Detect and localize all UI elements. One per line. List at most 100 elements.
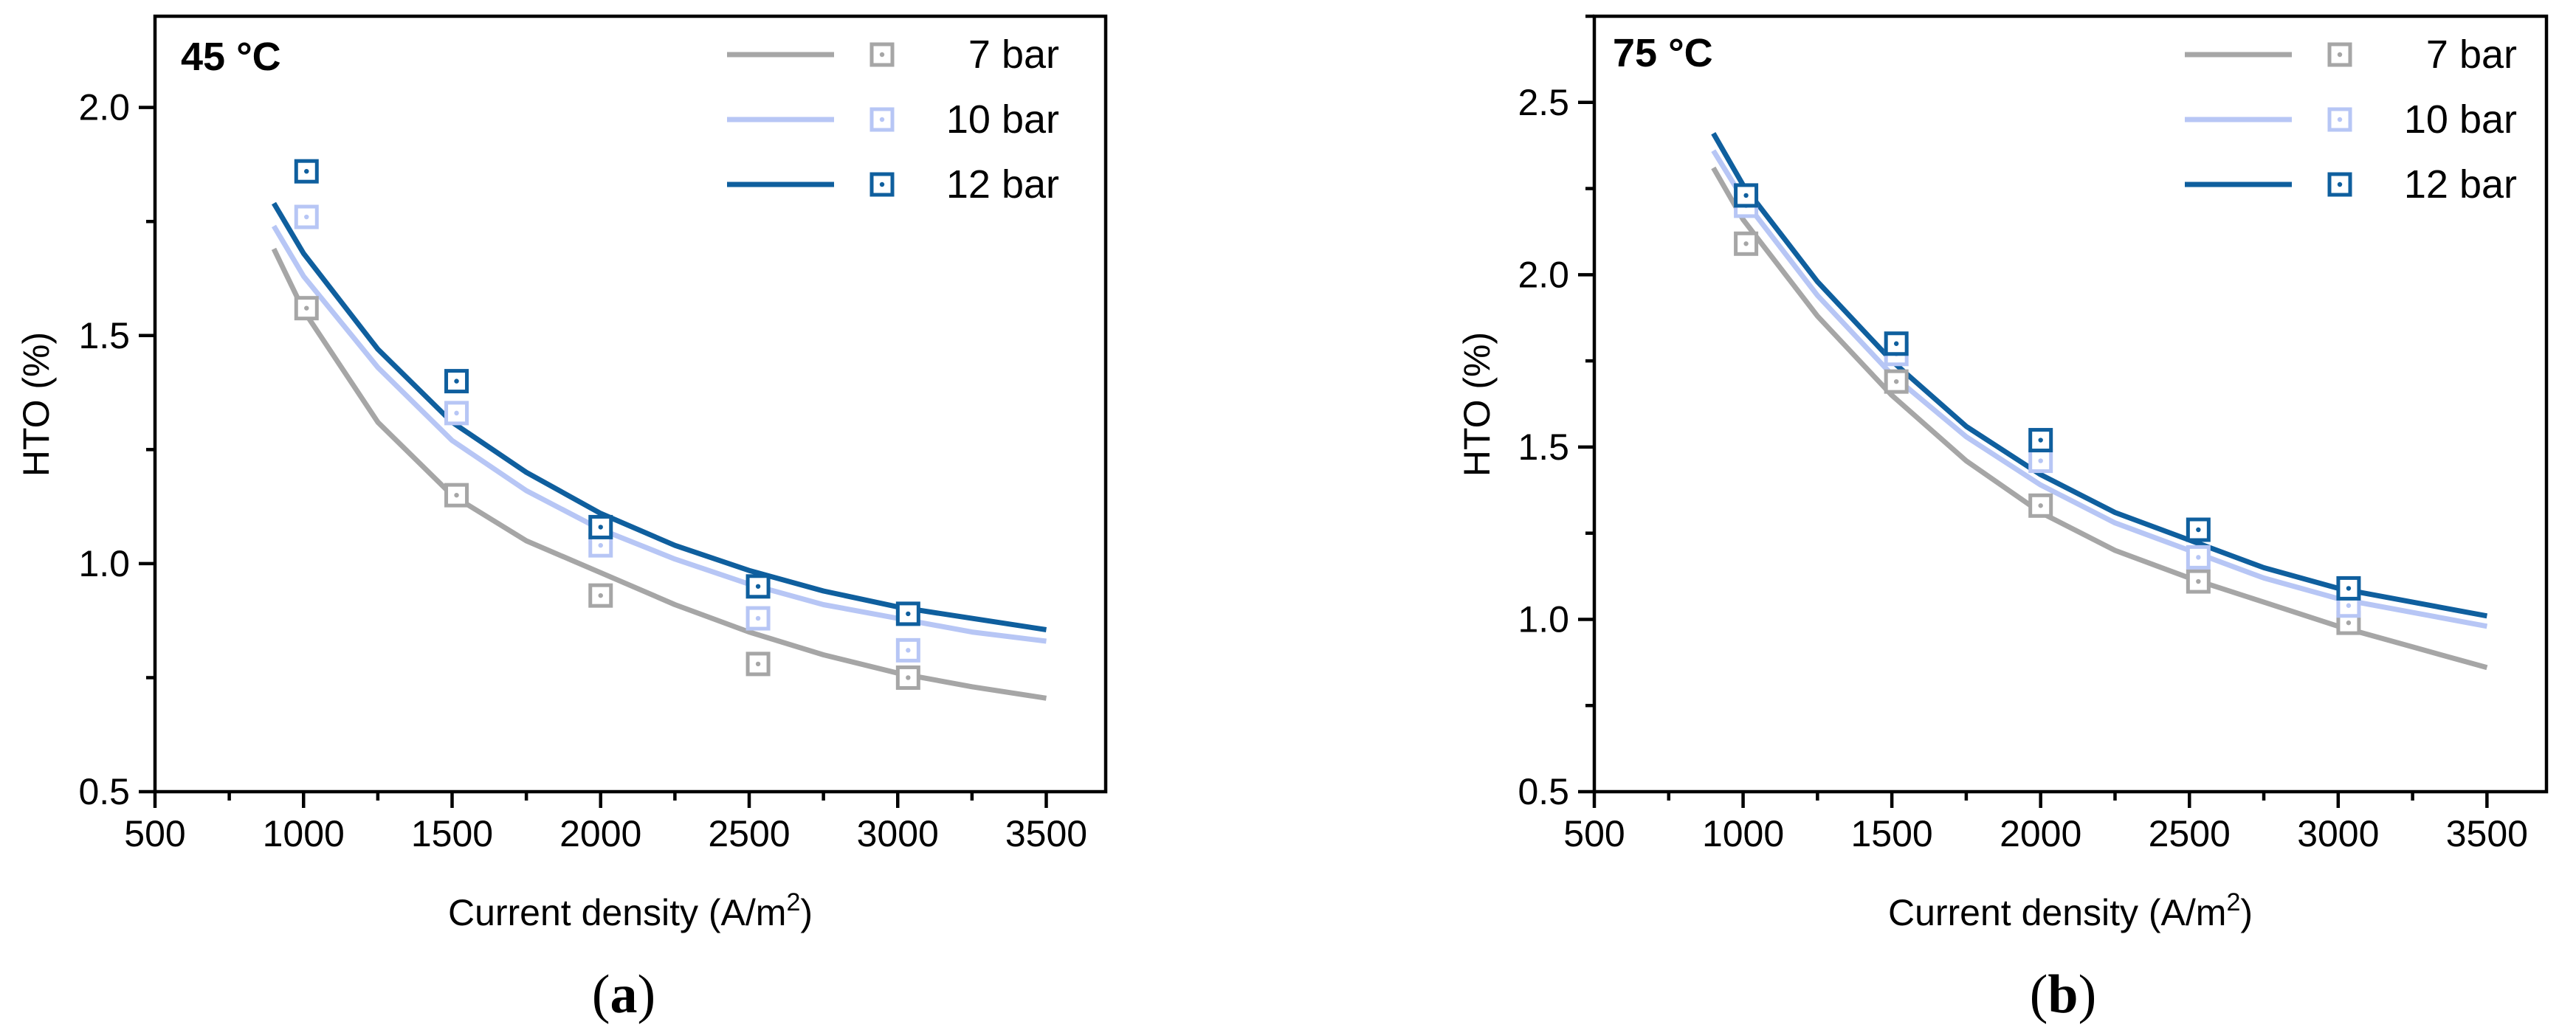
panel-b-data-point-dot [2346, 586, 2352, 591]
panel-a-data-point-dot [755, 584, 761, 589]
panel-b-data-point-dot [1743, 241, 1749, 246]
panel-b-data-point-dot [2346, 603, 2352, 608]
panel-b-x-axis-title-main: Current density (A/m [1888, 892, 2226, 933]
panel-b-data-point-dot [1893, 379, 1899, 384]
panel-b-y-tick-label: 1.0 [1518, 598, 1569, 640]
panel-b-y-axis-title: HTO (%) [1456, 332, 1498, 477]
panel-a-chart: 500 1000 1500 2000 2500 3000 35000.51.01.52.0 … [16, 14, 1108, 1025]
panel-b-caption-close: ) [2079, 964, 2097, 1025]
panel-a-data-point-dot [454, 492, 459, 498]
panel-a-data-point-12-bar [588, 514, 613, 539]
panel-b-data-point-7-bar [1734, 231, 1759, 256]
panel-a-data-point-dot [598, 542, 603, 548]
panel-a-x-axis-title-sup: 2 [786, 888, 800, 916]
panel-b-x-axis-title: Current density (A/m2) [1888, 888, 2253, 933]
panel-a-caption-letter: a [610, 964, 638, 1025]
panel-a-data-point-10-bar [294, 204, 319, 229]
panel-b-legend-label: 10 bar [2404, 97, 2517, 142]
panel-b-series-fits [1711, 132, 2488, 671]
panel-a-caption: (a) [592, 964, 655, 1025]
panel-a-x-tick-label: 1500 [411, 813, 493, 854]
panel-b-caption-letter: b [2048, 964, 2078, 1025]
panel-b-x-axis-title-sup: 2 [2226, 888, 2240, 916]
panel-b-data-point-marker [2336, 576, 2361, 601]
panel-b-legend-label: 12 bar [2404, 162, 2517, 207]
panel-b-data-point-12-bar [1884, 331, 1909, 356]
panel-a-data-point-10-bar [444, 401, 469, 426]
panel-a-data-point-10-bar [895, 637, 920, 663]
panel-a-x-tick-label: 1000 [263, 813, 345, 854]
panel-b-legend-marker-dot [2337, 182, 2343, 187]
panel-a-data-point-marker [444, 483, 469, 508]
panel-a-x-tick-label: 2500 [708, 813, 790, 854]
panel-b-y-tick-label: 1.5 [1518, 426, 1569, 468]
panel-a-data-point-7-bar [895, 665, 920, 690]
panel-b-data-point-dot [2038, 458, 2043, 463]
panel-a-data-point-dot [906, 675, 911, 680]
panel-a-fit-line-7-bar [271, 247, 1047, 701]
panel-b-x-tick-label: 2000 [2000, 813, 2081, 854]
panel-b-fit-line-10-bar [1711, 149, 2488, 629]
panel-a-data-point-marker [294, 159, 319, 184]
panel-a-legend-item-12-bar: 12 bar [727, 162, 1059, 207]
panel-a-series-fits [271, 201, 1047, 701]
panel-a-data-point-12-bar [745, 574, 771, 599]
panel-a-fit-line-12-bar [271, 201, 1047, 632]
panel-b-data-point-dot [2196, 555, 2201, 560]
panel-b-data-point-dot [1893, 341, 1899, 346]
panel-a-x-tick-label: 2000 [559, 813, 641, 854]
panel-b-data-point-12-bar [2028, 428, 2053, 453]
panel-a-legend-item-10-bar: 10 bar [727, 97, 1059, 142]
panel-a-series-points [294, 159, 920, 690]
panel-b-temperature-label: 75 °C [1613, 31, 1713, 75]
panel-a-data-point-10-bar [745, 606, 771, 631]
panel-a-y-tick-label: 1.0 [78, 543, 130, 584]
panel-a-data-point-dot [755, 661, 761, 667]
panel-b-y-tick-label: 2.5 [1518, 82, 1569, 123]
panel-a-data-point-7-bar [294, 296, 319, 321]
panel-b-legend-marker-dot [2337, 52, 2343, 58]
panel-b-plot-frame [1592, 14, 2549, 794]
panel-b-x-tick-label: 2500 [2149, 813, 2231, 854]
panel-b-data-point-12-bar [2336, 576, 2361, 601]
panel-b-data-point-12-bar [2186, 517, 2211, 542]
panel-a-data-point-dot [454, 379, 459, 384]
panel-a-data-point-dot [906, 611, 911, 617]
panel-a-data-point-dot [906, 648, 911, 653]
panel-b-data-point-10-bar [2186, 545, 2211, 570]
panel-b-axes: 500 1000 1500 2000 2500 3000 3500 0.5 1.0 1.5 2.0 2… [1518, 14, 2528, 854]
panel-a-data-point-7-bar [444, 483, 469, 508]
panel-b-y-tick-label: 0.5 [1518, 771, 1569, 812]
panel-a-y-tick-label: 2.0 [78, 87, 130, 128]
panel-b-data-point-marker [2186, 545, 2211, 570]
panel-a-x-tick-label: 3500 [1005, 813, 1087, 854]
panel-a-legend-label: 10 bar [946, 97, 1059, 142]
panel-b-data-point-marker [1734, 231, 1759, 256]
panel-b-x-tick-label: 3500 [2446, 813, 2528, 854]
panel-a-data-point-12-bar [444, 369, 469, 394]
panel-b-legend: 7 bar 10 bar 12 bar [2185, 32, 2517, 207]
panel-a-legend-marker-dot [879, 52, 885, 58]
panel-a-caption-open: ( [592, 964, 610, 1025]
panel-b-legend-item-12-bar: 12 bar [2185, 162, 2517, 207]
panel-b-x-tick-label: 1000 [1702, 813, 1784, 854]
panel-a-caption-close: ) [638, 964, 656, 1025]
panel-b-series-points [1734, 183, 2361, 635]
panel-a-data-point-dot [598, 525, 603, 530]
panel-b-caption: (b) [2030, 964, 2096, 1025]
panel-b-data-point-7-bar [2186, 569, 2211, 594]
panel-b-data-point-dot [2038, 503, 2043, 508]
panel-b-data-point-7-bar [2028, 493, 2053, 518]
panel-a-x-axis-title: Current density (A/m2) [448, 888, 813, 933]
panel-b-x-tick-label: 500 [1563, 813, 1625, 854]
panel-a-plot-frame [153, 14, 1108, 794]
panel-a-y-tick-label: 1.5 [78, 315, 130, 356]
panel-b-data-point-dot [2346, 620, 2352, 626]
panel-a-x-tick-label: 3000 [857, 813, 939, 854]
panel-b-legend-marker-dot [2337, 117, 2343, 122]
panel-a-data-point-marker [444, 401, 469, 426]
panel-a-x-axis-title-main: Current density (A/m [448, 892, 786, 933]
panel-b-data-point-12-bar [1734, 183, 1759, 208]
panel-b-data-point-marker [2186, 569, 2211, 594]
